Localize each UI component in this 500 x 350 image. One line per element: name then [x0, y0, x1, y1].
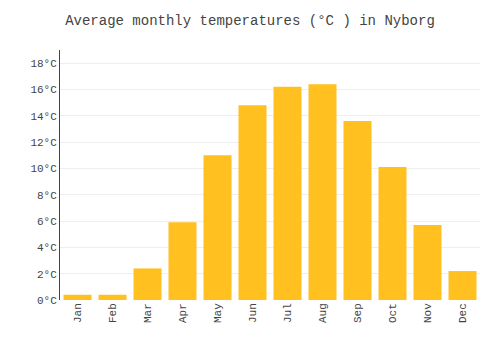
svg-text:May: May: [212, 303, 224, 323]
svg-text:Jan: Jan: [72, 303, 84, 323]
svg-text:Oct: Oct: [387, 303, 399, 323]
svg-text:Average monthly temperatures (: Average monthly temperatures (°C ) in Ny…: [65, 13, 435, 29]
svg-text:Sep: Sep: [352, 303, 364, 323]
svg-text:Jun: Jun: [247, 303, 259, 323]
svg-text:16°C: 16°C: [30, 84, 57, 96]
svg-text:Jul: Jul: [282, 303, 294, 323]
svg-text:0°C: 0°C: [37, 295, 57, 307]
svg-text:Feb: Feb: [107, 303, 119, 323]
svg-text:14°C: 14°C: [30, 111, 57, 123]
svg-text:Dec: Dec: [457, 303, 469, 323]
svg-text:12°C: 12°C: [30, 137, 57, 149]
svg-text:Aug: Aug: [317, 303, 329, 323]
svg-text:10°C: 10°C: [30, 163, 57, 175]
svg-text:Mar: Mar: [142, 303, 154, 323]
svg-text:2°C: 2°C: [37, 269, 57, 281]
svg-text:Apr: Apr: [177, 303, 189, 323]
svg-text:Nov: Nov: [422, 303, 434, 323]
svg-text:6°C: 6°C: [37, 216, 57, 228]
svg-text:4°C: 4°C: [37, 242, 57, 254]
svg-text:8°C: 8°C: [37, 190, 57, 202]
svg-text:18°C: 18°C: [30, 58, 57, 70]
